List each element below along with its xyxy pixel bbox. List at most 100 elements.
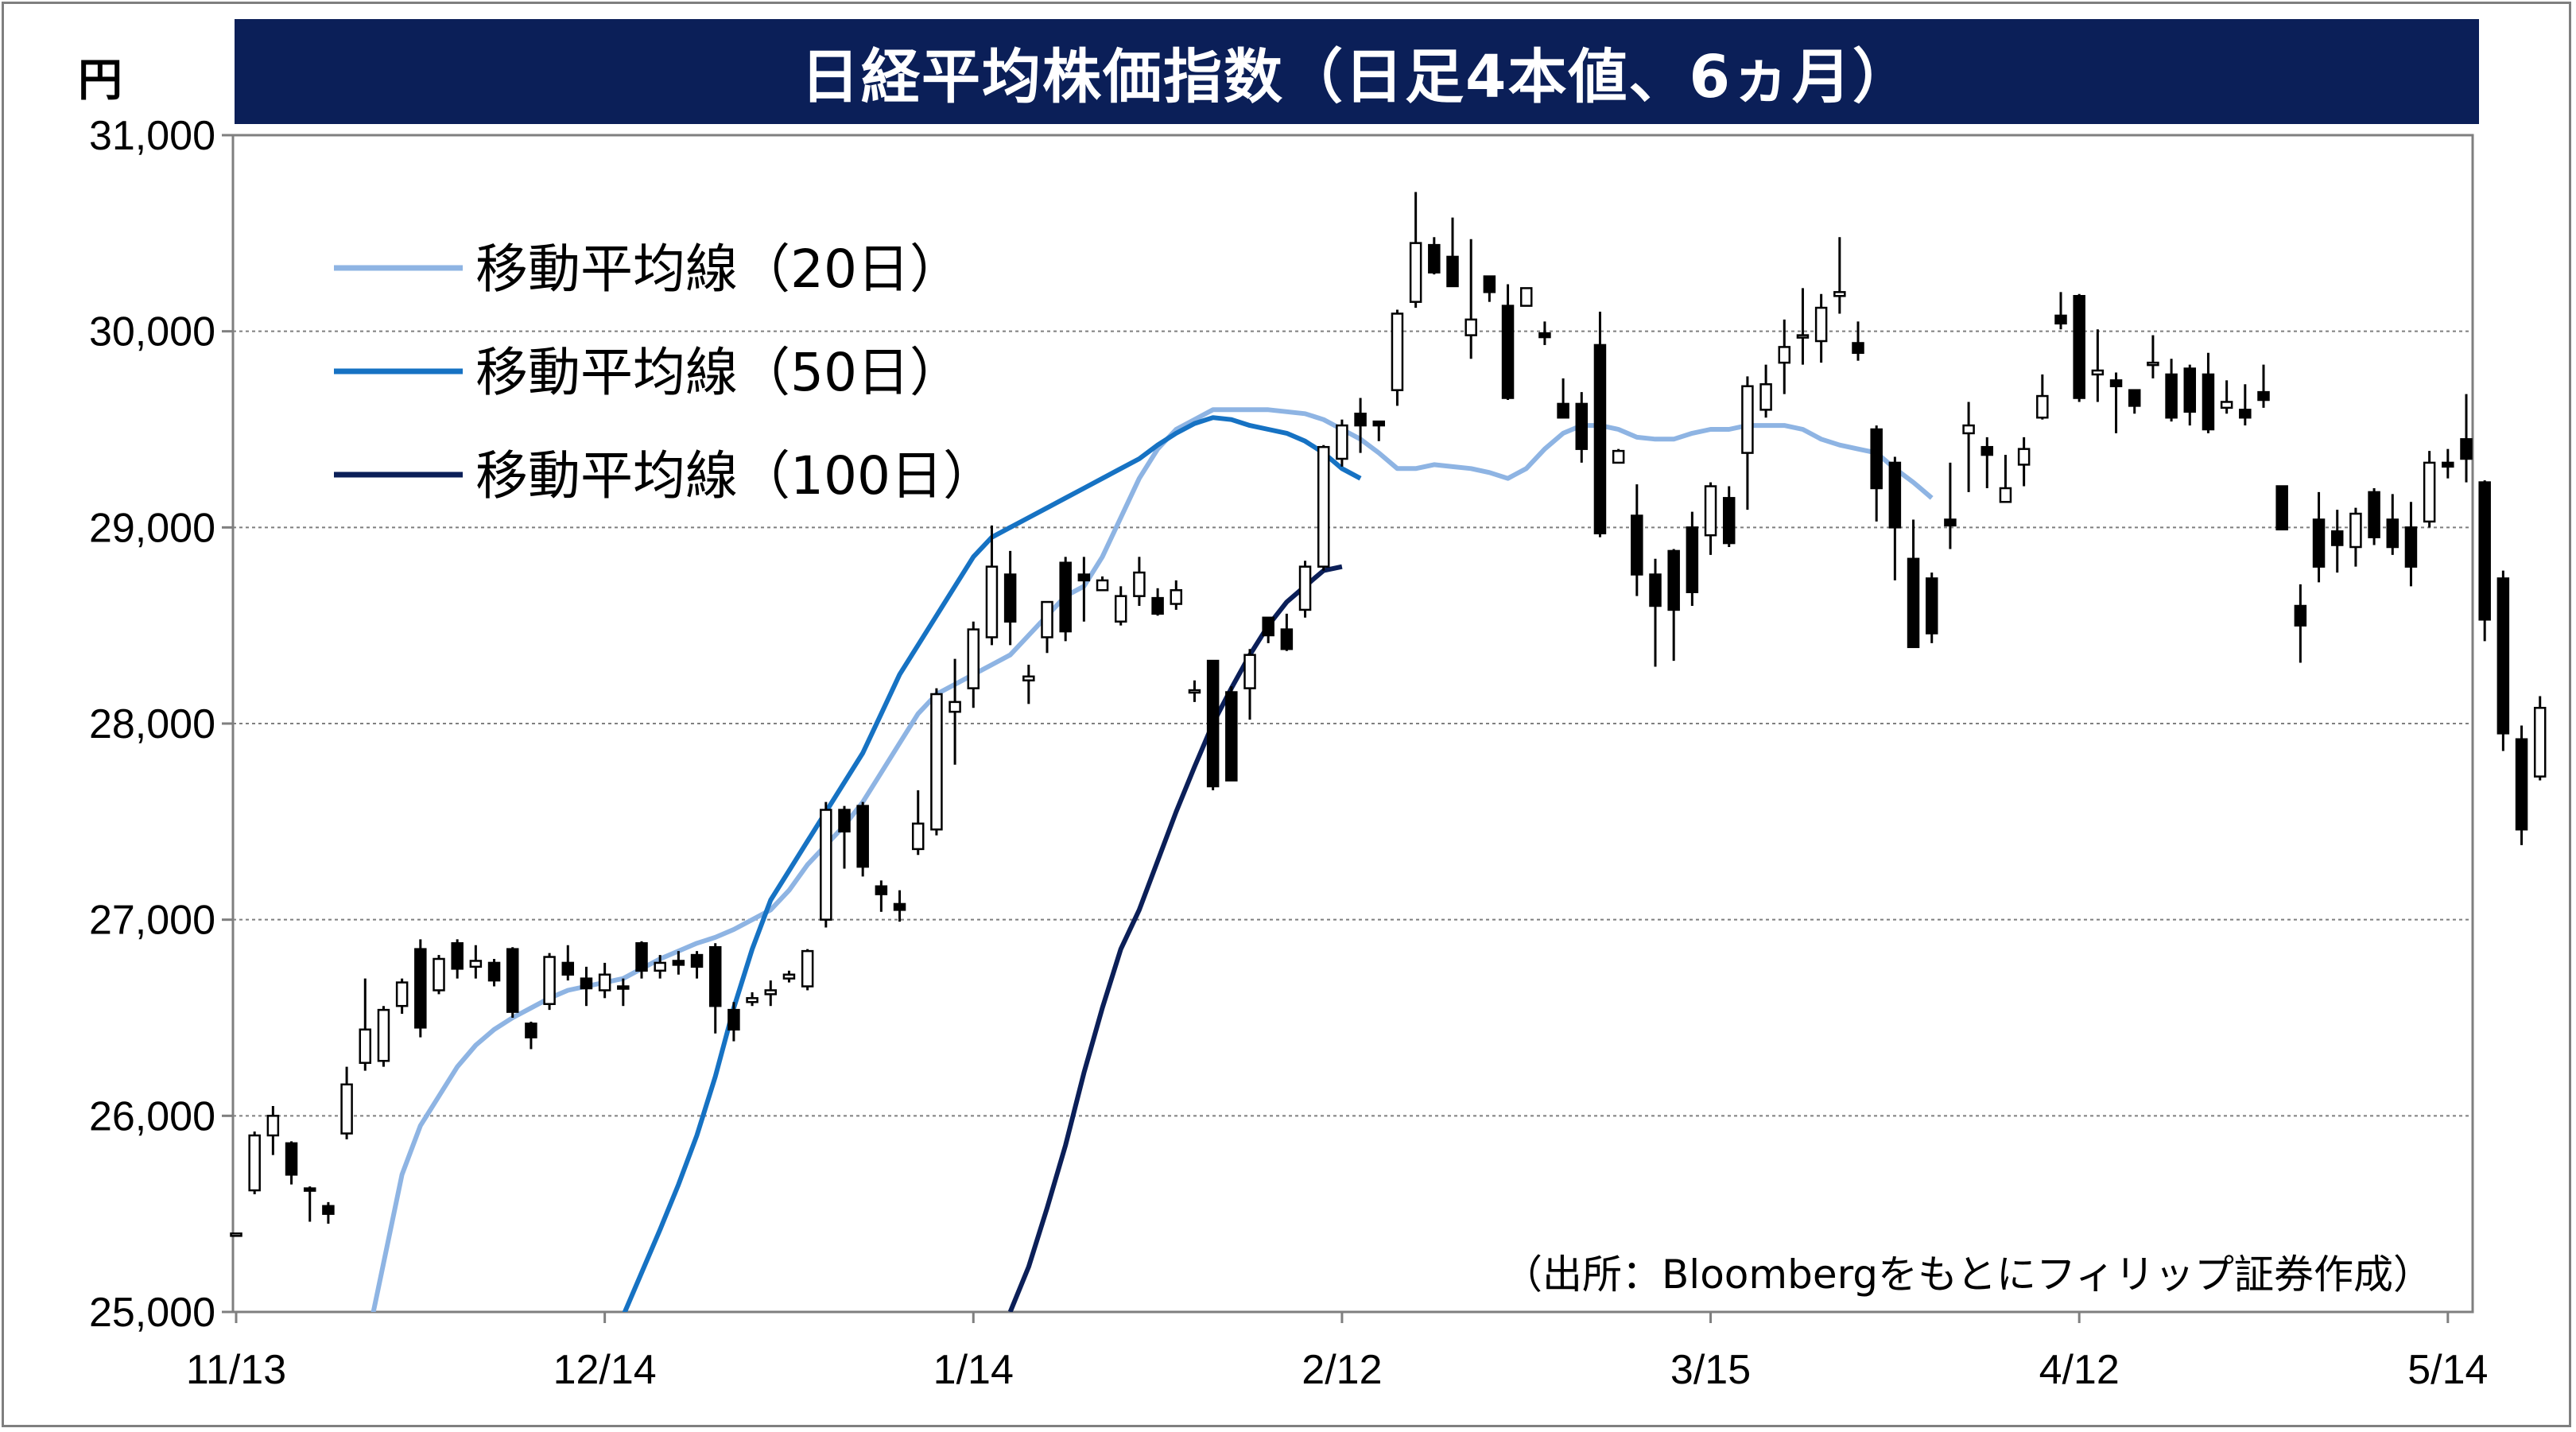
candle-body-up <box>746 997 758 1003</box>
candle-body-up <box>2533 707 2547 778</box>
candle <box>2478 480 2491 642</box>
candle-body-up <box>1133 571 1146 597</box>
candle <box>617 978 630 1007</box>
candle <box>2460 394 2473 483</box>
candle <box>1041 600 1053 654</box>
candle-body-up <box>1833 291 1846 297</box>
candle <box>580 966 593 1007</box>
legend-label: 移動平均線（50日） <box>475 342 962 403</box>
candle <box>746 992 758 1007</box>
candle-body-up <box>1778 346 1791 364</box>
legend: 移動平均線（20日） 移動平均線（50日） 移動平均線（100日） <box>334 239 995 506</box>
candle-body-down <box>1686 526 1699 593</box>
candle-body-up <box>1704 485 1717 537</box>
candle <box>782 970 796 983</box>
candle-body-down <box>893 902 906 911</box>
y-tick-label: 28,000 <box>89 701 215 747</box>
candle-body-up <box>359 1028 372 1064</box>
candle <box>2423 451 2436 528</box>
candle-body-up <box>1096 579 1109 592</box>
candle-body-down <box>1151 596 1164 615</box>
candle-body-down <box>2312 518 2326 568</box>
x-axis-ticks: 11/13 12/14 1/14 2/12 3/15 4/12 5/14 <box>186 1312 2488 1393</box>
candle-body-up <box>1114 595 1127 623</box>
candle-body-down <box>875 885 888 895</box>
candle <box>359 978 372 1071</box>
candle-body-up <box>395 981 409 1007</box>
candle-body-up <box>230 1232 242 1237</box>
candle <box>2442 448 2454 479</box>
candle <box>469 945 483 979</box>
candle-body-down <box>2404 526 2418 568</box>
candle <box>654 955 666 979</box>
candle-body-down <box>2460 438 2473 460</box>
candle <box>1243 649 1256 720</box>
candle <box>1133 557 1146 606</box>
candle-body-down <box>727 1008 740 1031</box>
candle <box>856 801 869 877</box>
candle <box>1778 319 1791 394</box>
candle <box>2183 364 2197 426</box>
candle-body-down <box>561 961 575 976</box>
chart-title: 日経平均株価指数（日足4本値、6ヵ月） <box>235 19 2479 124</box>
candle <box>2368 488 2380 545</box>
candle <box>1003 550 1017 646</box>
candle <box>414 939 427 1038</box>
candle <box>1612 448 1625 464</box>
candle-body-up <box>1317 445 1330 568</box>
candle-body-down <box>2330 530 2344 546</box>
candle-body-up <box>598 973 611 992</box>
candle-body-up <box>1022 675 1035 681</box>
candle <box>820 801 832 928</box>
grid-lines <box>233 330 2473 1117</box>
candle-body-down <box>1888 461 1902 529</box>
candle-body-down <box>2073 295 2085 399</box>
candle <box>1722 486 1736 547</box>
candle-body-down <box>1631 514 1643 576</box>
candle-body-up <box>340 1083 353 1135</box>
candle <box>2202 352 2215 433</box>
candle <box>1980 437 1994 488</box>
candle-body-up <box>2349 512 2362 549</box>
candle-body-down <box>690 953 704 968</box>
candle-body-down <box>2202 373 2215 431</box>
candle-body-down <box>2128 389 2141 407</box>
x-tick-label: 11/13 <box>186 1347 286 1393</box>
candle-body-down <box>1870 428 1883 490</box>
candle <box>340 1066 353 1139</box>
candle <box>1465 239 1477 359</box>
candle <box>1538 321 1551 345</box>
candle-body-down <box>1557 402 1569 419</box>
candle <box>2386 494 2399 555</box>
candle <box>487 959 501 987</box>
candle-body-down <box>1852 342 1864 355</box>
candle <box>967 621 980 708</box>
x-tick-label: 1/14 <box>933 1347 1014 1393</box>
candle-body-down <box>1206 659 1220 788</box>
candle <box>1077 557 1091 622</box>
candle-body-down <box>1925 577 1938 635</box>
candle-body-up <box>1519 287 1533 307</box>
candle-body-down <box>525 1023 537 1038</box>
candle <box>1741 376 1754 510</box>
candle <box>1446 217 1459 288</box>
candle <box>1280 613 1294 651</box>
moving-average-line <box>1007 564 1343 1312</box>
candle-body-down <box>2257 390 2270 402</box>
candle-body-down <box>2515 738 2528 831</box>
x-tick-label: 4/12 <box>2039 1347 2120 1393</box>
y-tick-label: 25,000 <box>89 1290 215 1336</box>
candle <box>230 1232 242 1237</box>
candle-body-down <box>2054 314 2067 325</box>
candle-body-up <box>1814 306 1828 343</box>
candle-body-down <box>2109 379 2123 387</box>
candle <box>1870 425 1883 522</box>
y-tick-label: 31,000 <box>89 113 215 159</box>
x-tick-label: 3/15 <box>1670 1347 1751 1393</box>
candle <box>322 1201 335 1224</box>
candle <box>525 1021 537 1050</box>
candle-body-down <box>2275 485 2288 531</box>
candle <box>1114 586 1127 626</box>
candle-body-up <box>1391 312 1404 391</box>
